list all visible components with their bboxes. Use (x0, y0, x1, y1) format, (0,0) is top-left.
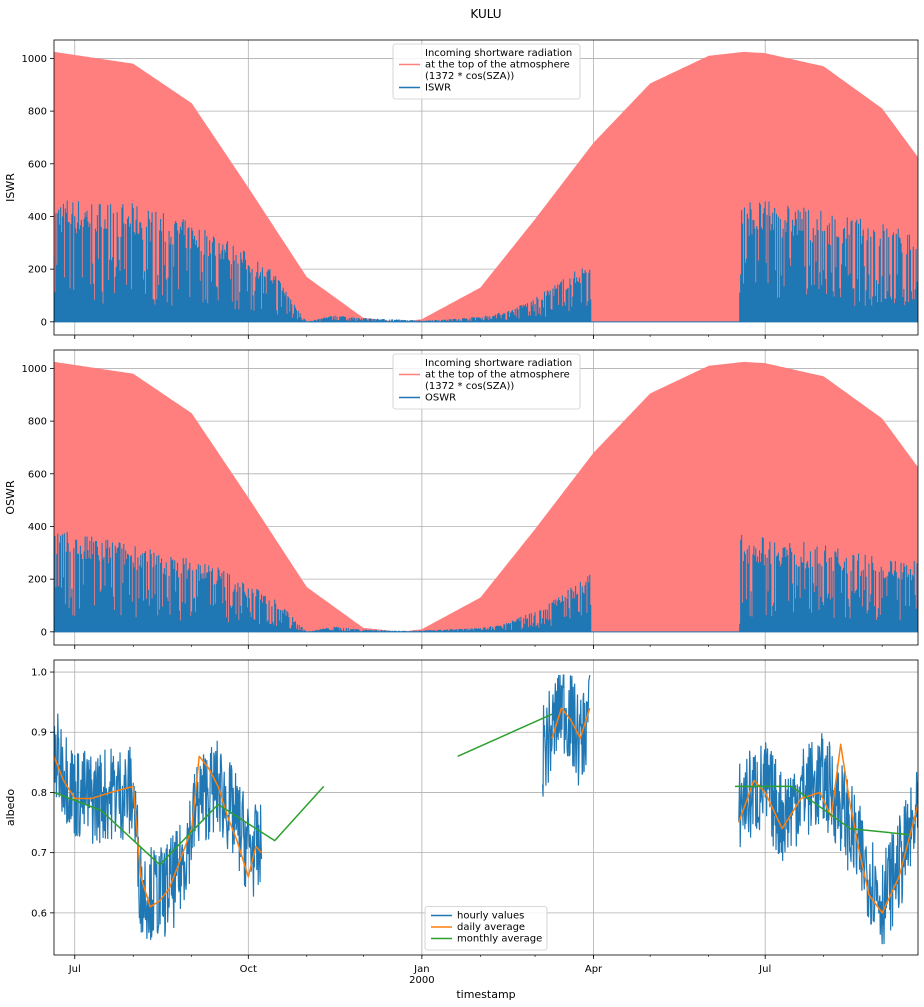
legend-label: at the top of the atmosphere (425, 60, 570, 71)
y-tick-label: 0 (41, 317, 47, 328)
y-tick-label: 600 (28, 159, 47, 170)
legend-label: hourly values (457, 911, 524, 922)
figure-title: KULU (470, 7, 501, 21)
x-tick-label: Jan (413, 964, 429, 975)
y-tick-label: 200 (28, 265, 47, 276)
y-tick-label: 600 (28, 469, 47, 480)
x-tick-label: Jul (68, 964, 81, 975)
y-tick-label: 0 (41, 627, 47, 638)
axes-frame (53, 349, 919, 646)
series-oswr (54, 531, 918, 633)
y-tick-label: 800 (28, 107, 47, 118)
legend-label: (1372 * cos(SZA)) (425, 71, 514, 82)
x-tick-label: Oct (240, 964, 257, 975)
y-tick-label: 400 (28, 212, 47, 223)
axes-frame (53, 659, 919, 956)
legend-label: Incoming shortware radiation (425, 358, 572, 369)
y-tick-label: 0.6 (31, 908, 47, 919)
series-monthly-average (54, 713, 909, 866)
axes-frame (53, 39, 919, 336)
legend-label: (1372 * cos(SZA)) (425, 381, 514, 392)
legend-label: daily average (457, 922, 525, 933)
y-tick-label: 0.7 (31, 848, 47, 859)
y-axis: 0 200 400 600 800 1000 (22, 364, 54, 638)
y-tick-label: 400 (28, 522, 47, 533)
y-tick-label: 1000 (22, 364, 47, 375)
y-axis: 0.6 0.7 0.8 0.9 1.0 (31, 668, 54, 919)
legend-label: OSWR (425, 393, 456, 404)
x-tick-label: Jul (758, 964, 771, 975)
y-tick-label: 200 (28, 575, 47, 586)
legend-label: ISWR (425, 83, 451, 94)
series-toa-radiation (54, 51, 918, 322)
x-axis-label: timestamp (456, 988, 515, 1001)
y-tick-label: 800 (28, 417, 47, 428)
legend-label: at the top of the atmosphere (425, 370, 570, 381)
y-tick-label: 1.0 (31, 668, 47, 679)
series-daily-average (54, 707, 918, 914)
panel-3: 0.6 0.7 0.8 0.9 1.0 albedo hourly valuesdaily … (4, 659, 919, 959)
legend-label: monthly average (457, 934, 542, 945)
series-toa-radiation (54, 361, 918, 632)
legend-label: Incoming shortware radiation (425, 48, 572, 59)
y-axis-label: albedo (4, 789, 17, 827)
y-tick-label: 1000 (22, 54, 47, 65)
x-tick-label: Apr (585, 964, 603, 975)
y-axis-label: OSWR (4, 480, 17, 515)
x-tick-sublabel: 2000 (409, 975, 434, 986)
y-tick-label: 0.8 (31, 788, 47, 799)
series-hourly-values (54, 674, 918, 945)
y-axis-label: ISWR (4, 173, 17, 202)
series-iswr (54, 200, 918, 323)
y-tick-label: 0.9 (31, 728, 47, 739)
y-axis: 0 200 400 600 800 1000 (22, 54, 54, 328)
